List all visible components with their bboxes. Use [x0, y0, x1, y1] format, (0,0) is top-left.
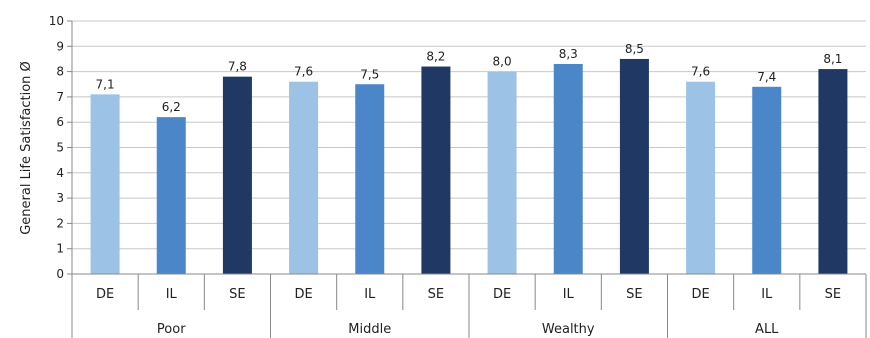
bar — [421, 66, 451, 274]
y-tick-label: 3 — [56, 191, 64, 205]
bar — [222, 76, 252, 274]
data-label: 8,0 — [493, 55, 512, 69]
bar — [686, 81, 716, 274]
y-axis-label: General Life Satisfaction Ø — [19, 61, 34, 235]
y-tick-label: 1 — [56, 242, 64, 256]
bar — [752, 86, 782, 274]
data-label: 8,5 — [625, 42, 644, 56]
y-tick-label: 7 — [56, 90, 64, 104]
y-tick-label: 0 — [56, 267, 64, 281]
data-label: 8,1 — [823, 52, 842, 66]
x-category-label: IL — [761, 287, 773, 302]
y-tick-label: 6 — [56, 115, 64, 129]
data-label: 7,1 — [96, 77, 115, 91]
data-label: 8,2 — [426, 50, 445, 64]
gridlines — [72, 20, 866, 250]
bar — [90, 94, 120, 275]
bar — [487, 71, 517, 274]
data-label: 8,3 — [559, 47, 578, 61]
x-category-label: IL — [166, 287, 178, 302]
y-tick-label: 9 — [56, 39, 64, 53]
data-label: 7,8 — [228, 60, 247, 74]
x-category-label: IL — [563, 287, 575, 302]
x-group-label: Wealthy — [542, 322, 595, 337]
y-tick-label: 10 — [49, 14, 64, 28]
bar — [818, 69, 848, 274]
x-category-label: DE — [96, 287, 114, 302]
x-category-label: SE — [825, 287, 841, 302]
data-label: 7,6 — [294, 65, 313, 79]
y-tick-label: 8 — [56, 65, 64, 79]
x-category-label: DE — [493, 287, 511, 302]
x-category-label: SE — [229, 287, 245, 302]
x-category-label: SE — [626, 287, 642, 302]
bars — [90, 58, 848, 275]
x-axis: DE IL SE DE IL SE DE IL SE DE IL SE Poor Middle Wealth… — [71, 273, 867, 338]
data-label: 7,6 — [691, 65, 710, 79]
y-tick-label: 2 — [56, 216, 64, 230]
bar — [289, 81, 319, 274]
x-category-label: SE — [428, 287, 444, 302]
y-axis: 0 1 2 3 4 5 6 7 8 9 10 — [49, 14, 73, 281]
x-category-label: DE — [294, 287, 312, 302]
x-group-label: ALL — [755, 322, 779, 337]
data-label: 6,2 — [162, 100, 181, 114]
data-label: 7,4 — [757, 70, 776, 84]
x-category-label: DE — [691, 287, 709, 302]
bar — [553, 64, 583, 274]
data-label: 7,5 — [360, 67, 379, 81]
x-category-label: IL — [364, 287, 376, 302]
y-tick-label: 5 — [56, 141, 64, 155]
bar — [355, 84, 385, 274]
x-group-label: Poor — [157, 322, 186, 337]
x-group-label: Middle — [348, 322, 391, 337]
y-tick-label: 4 — [56, 166, 64, 180]
bar — [156, 117, 186, 274]
value-labels: 7,1 6,2 7,8 7,6 7,5 8,2 8,0 8,3 8,5 7,6 7,4 8,1 — [96, 42, 843, 114]
bar — [619, 58, 649, 275]
